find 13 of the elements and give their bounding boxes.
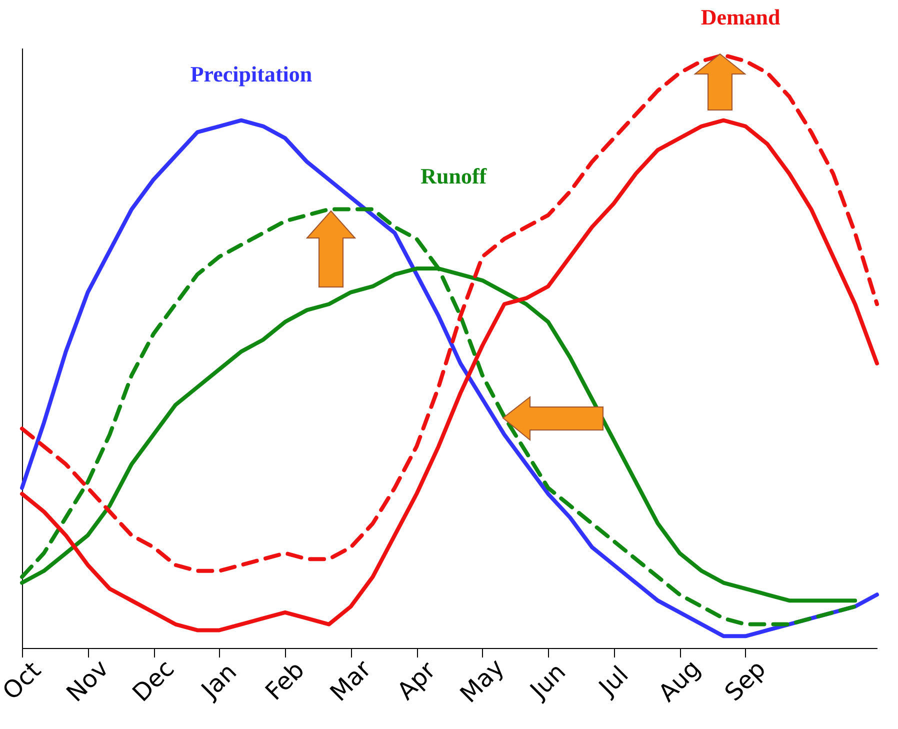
x-tick-label: Oct <box>0 656 46 706</box>
x-tick-label: Jun <box>523 658 572 706</box>
text: Runoff <box>420 164 488 189</box>
x-tick-label: Jul <box>592 660 634 702</box>
x-tick-label: Sep <box>719 654 772 707</box>
text: Demand <box>700 4 780 30</box>
x-tick-label: Apr <box>392 656 442 706</box>
x-tick-label: Mar <box>324 654 377 707</box>
x-tick-label: Feb <box>260 656 310 706</box>
x-tick-label: Nov <box>61 654 114 708</box>
text: Precipitation <box>190 61 312 86</box>
x-tick-label: Dec <box>127 654 180 708</box>
x-tick-label: Jan <box>194 658 242 706</box>
